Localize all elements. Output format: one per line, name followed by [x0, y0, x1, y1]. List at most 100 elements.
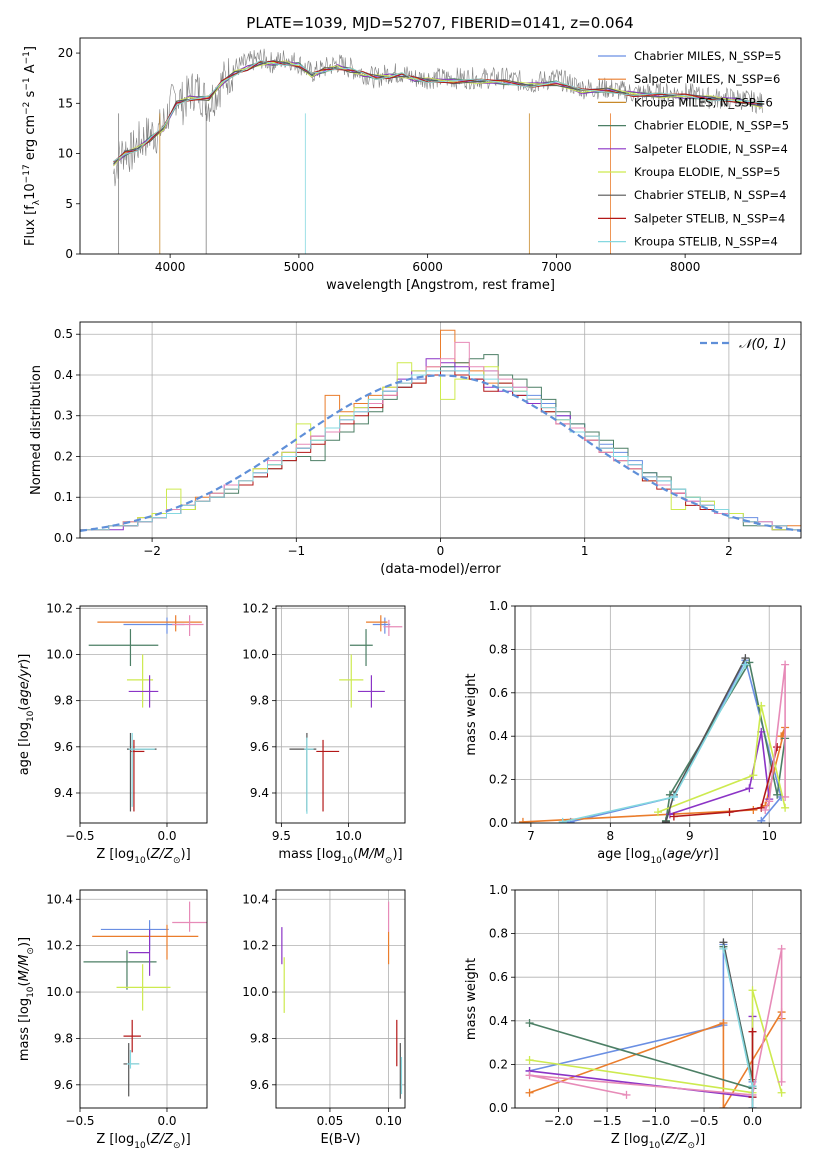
axes-frame — [275, 889, 406, 1109]
legend-label: Chabrier MILES, N_SSP=5 — [634, 49, 781, 63]
errorbars — [88, 615, 204, 812]
label-part: ⊙ — [26, 947, 36, 955]
weight-series-line — [657, 705, 786, 813]
y-tick-label: 10.2 — [242, 939, 269, 953]
label-part: Z/Z — [150, 847, 174, 862]
y-tick-label: 0.0 — [489, 816, 508, 830]
weight-marker — [773, 790, 782, 799]
label-part: ⊙ — [687, 1141, 695, 1151]
label-part: )] — [181, 847, 191, 862]
y-tick-label: 10.2 — [46, 601, 73, 615]
x-tick-label: −1.0 — [641, 1114, 670, 1128]
weight-marker — [748, 1104, 757, 1108]
age_vs_mass-panel: 9.5 10.0 9.4 9.6 9.8 10.0 10.2 mass [log10(M/M⊙… — [242, 601, 406, 866]
label-part: ( — [146, 847, 151, 862]
y-tick-label: 10.0 — [46, 985, 73, 999]
weight-marker — [669, 812, 678, 821]
label-part: ( — [660, 1132, 665, 1147]
label-part: )] — [392, 847, 402, 862]
weight-marker — [525, 1056, 534, 1065]
weight-marker — [757, 701, 766, 710]
spectrum-lines — [113, 48, 763, 254]
axes-frame — [79, 889, 208, 1109]
label-part: Z [log — [96, 847, 134, 862]
spectrum-panel: 4000 5000 6000 7000 8000 0 5 10 15 20 Chabrier MIL… — [22, 37, 802, 293]
errorbar-point — [128, 732, 155, 807]
y-tick-label: 0.4 — [54, 368, 73, 382]
weight-marker — [741, 660, 750, 669]
y-tick-label: 0 — [65, 247, 73, 261]
y-tick-label: 9.6 — [54, 1078, 73, 1092]
weight-marker — [661, 817, 670, 823]
weight-marker — [749, 771, 758, 780]
x-tick-label: 5000 — [284, 260, 315, 274]
label-part: ( — [17, 706, 32, 711]
weight-marker — [525, 1018, 534, 1027]
x-tick-label: 10.0 — [335, 829, 362, 843]
errorbar-point — [92, 924, 199, 960]
x-axis-label: mass [log10(M/M⊙)] — [278, 847, 402, 866]
legend-label: Salpeter ELODIE, N_SSP=4 — [634, 142, 788, 156]
errorbar-point — [88, 629, 159, 667]
label-part: age/yr — [667, 847, 710, 862]
x-tick-label: −2 — [143, 544, 161, 558]
y-tick-label: 9.8 — [54, 694, 73, 708]
label-part: E(B-V) — [320, 1132, 360, 1147]
figure-title: PLATE=1039, MJD=52707, FIBERID=0141, z=0… — [246, 14, 633, 32]
x-tick-label: 10 — [762, 829, 777, 843]
y-tick-label: 9.4 — [250, 786, 269, 800]
label-part: 10 — [26, 710, 36, 722]
label-part: 10 — [23, 183, 38, 200]
model-spectrum-line — [113, 60, 763, 163]
axes-frame — [514, 605, 802, 824]
x-axis-label: Z [log10(Z/Z⊙)] — [96, 847, 190, 866]
weight-marker — [748, 1082, 757, 1091]
legend-label: Salpeter STELIB, N_SSP=4 — [634, 211, 785, 225]
x-tick-label: −0.5 — [65, 829, 94, 843]
weight-marker — [773, 743, 782, 752]
label-part: s — [23, 90, 38, 101]
y-tick-label: 9.8 — [54, 1031, 73, 1045]
label-part: 10 — [134, 1141, 146, 1151]
weight-marker — [781, 803, 790, 812]
label-part: age/yr — [17, 662, 32, 705]
y-axis-label: Normed distribution — [29, 365, 44, 495]
label-part: −1 — [22, 51, 32, 64]
weight-marker — [777, 1088, 786, 1097]
y-tick-label: 10.0 — [242, 985, 269, 999]
y-tick-label: 0.0 — [54, 531, 73, 545]
x-tick-label: 4000 — [155, 260, 186, 274]
weight-marker — [748, 1027, 757, 1036]
y-tick-label: 10.2 — [46, 939, 73, 953]
label-part: )] — [695, 1132, 705, 1147]
x-tick-label: 8000 — [670, 260, 701, 274]
y-tick-label: 0.5 — [54, 327, 73, 341]
errorbar-point — [116, 964, 171, 1011]
mass_vs_ebv-panel: 0.05 0.10 9.6 9.8 10.0 10.2 10.4 E(B-V) — [242, 889, 406, 1147]
errorbar-point — [339, 654, 364, 708]
errorbar-point — [128, 929, 151, 976]
y-tick-label: 10 — [58, 147, 73, 161]
errorbar-point — [126, 1050, 140, 1069]
y-tick-label: 9.8 — [250, 1031, 269, 1045]
x-tick-label: −1.5 — [593, 1114, 622, 1128]
label-part: −17 — [22, 164, 32, 183]
spectrum-legend: Chabrier MILES, N_SSP=5 Salpeter MILES, N… — [598, 49, 789, 249]
y-axis-label: mass weight — [464, 673, 479, 755]
y-tick-label: 0.2 — [489, 773, 508, 787]
x-axis-label: Z [log10(Z/Z⊙)] — [96, 1132, 190, 1151]
y-tick-label: 9.6 — [250, 740, 269, 754]
label-part: erg cm — [23, 115, 38, 164]
weight_vs_Z-panel: −2.0 −1.5 −1.0 −0.5 0.0 0.0 0.2 0.4 0.6 0.8 1.0 Z [… — [464, 883, 802, 1151]
errorbar-point — [97, 615, 202, 632]
x-tick-label: 0.05 — [317, 1114, 344, 1128]
x-tick-label: −0.5 — [65, 1114, 94, 1128]
y-tick-label: 15 — [58, 96, 73, 110]
x-tick-label: 0 — [437, 544, 445, 558]
label-part: A — [23, 64, 38, 77]
label-part: 10 — [342, 856, 354, 866]
y-tick-label: 1.0 — [489, 599, 508, 613]
x-tick-label: 7 — [527, 829, 535, 843]
